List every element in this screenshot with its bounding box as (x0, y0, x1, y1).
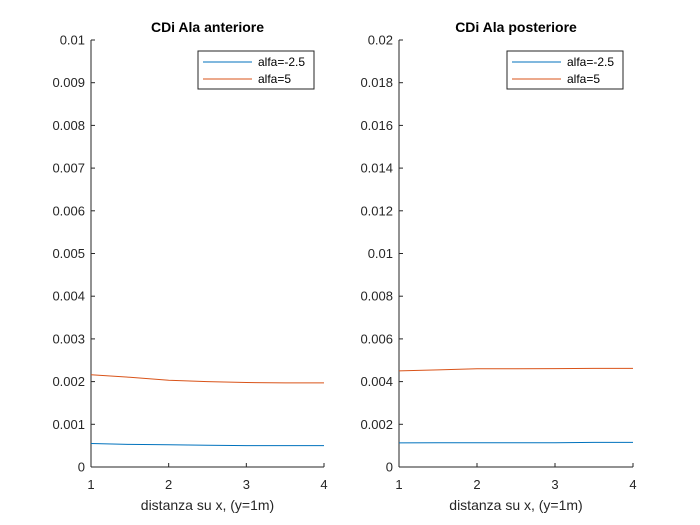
y-tick-label: 0.01 (368, 246, 393, 261)
y-tick-label: 0.008 (360, 289, 393, 304)
x-axis-title: distanza su x, (y=1m) (141, 497, 274, 513)
chart-2: 0 0.002 0.004 0.006 0.008 0.01 0.012 0.014 0.016… (360, 19, 636, 513)
chart-title: CDi Ala posteriore (455, 19, 577, 35)
legend-box (506, 50, 624, 90)
y-tick-label: 0 (386, 460, 393, 475)
y-tick-label: 0.008 (52, 118, 85, 133)
legend-label: alfa=5 (258, 72, 291, 86)
series-line-2 (398, 367, 633, 372)
x-tick-label: 3 (551, 477, 558, 492)
series-line-1 (90, 443, 324, 447)
x-tick-label: 3 (243, 477, 250, 492)
y-tick-label: 0.01 (60, 33, 85, 48)
x-tick-label: 4 (320, 477, 327, 492)
x-axis-title: distanza su x, (y=1m) (449, 497, 582, 513)
y-tick-label: 0.006 (52, 203, 85, 218)
y-tick-label: 0 (78, 460, 85, 475)
x-tick-label: 4 (629, 477, 636, 492)
legend-label: alfa=-2.5 (567, 55, 614, 69)
plot-area (399, 40, 633, 467)
chart-1: 0 0.001 0.002 0.003 0.004 0.005 0.006 0.007 0.00… (52, 19, 327, 513)
y-tick-label: 0.004 (360, 374, 393, 389)
x-tick-label: 2 (473, 477, 480, 492)
x-tick-label: 1 (395, 477, 402, 492)
plot-area (91, 40, 324, 467)
legend-box (197, 50, 315, 90)
chart-title: CDi Ala anteriore (151, 19, 264, 35)
y-tick-label: 0.012 (360, 203, 393, 218)
series-line-1 (398, 441, 633, 444)
y-tick-label: 0.007 (52, 161, 85, 176)
y-tick-label: 0.016 (360, 118, 393, 133)
x-tick-label: 1 (87, 477, 94, 492)
y-tick-label: 0.003 (52, 331, 85, 346)
y-tick-label: 0.001 (52, 417, 85, 432)
y-tick-label: 0.002 (52, 374, 85, 389)
y-tick-label: 0.005 (52, 246, 85, 261)
y-tick-label: 0.006 (360, 331, 393, 346)
y-tick-label: 0.018 (360, 75, 393, 90)
y-tick-label: 0.02 (368, 33, 393, 48)
legend-label: alfa=-2.5 (258, 55, 305, 69)
y-tick-label: 0.009 (52, 75, 85, 90)
series-line-2 (90, 374, 324, 384)
legend-label: alfa=5 (567, 72, 600, 86)
y-tick-label: 0.004 (52, 289, 85, 304)
x-tick-label: 2 (165, 477, 172, 492)
y-tick-label: 0.014 (360, 161, 393, 176)
y-tick-label: 0.002 (360, 417, 393, 432)
